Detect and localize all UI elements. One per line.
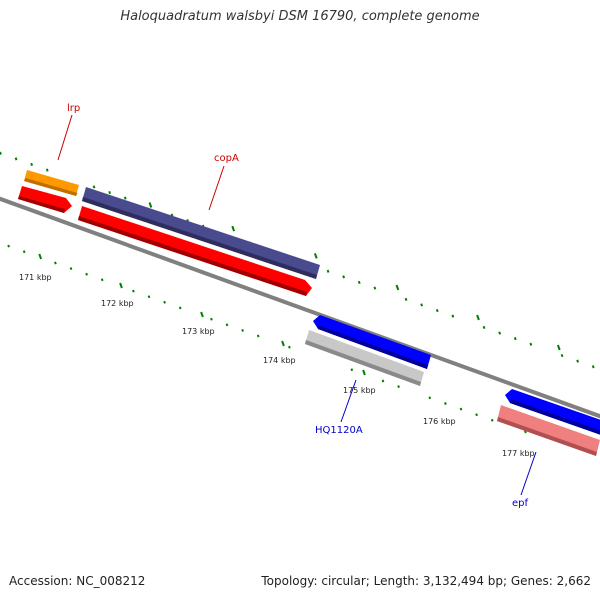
gene-label-epf[interactable]: epf — [512, 498, 529, 509]
scale-labels: 171 kbp 172 kbp 173 kbp 174 kbp 175 kbp … — [19, 273, 535, 458]
gene-label-copa[interactable]: copA — [214, 153, 239, 164]
gene-label-hq1120a[interactable]: HQ1120A — [315, 425, 363, 436]
lrp-gene-arrow[interactable] — [18, 186, 72, 213]
scale-label: 176 kbp — [423, 417, 456, 426]
purple-feature[interactable] — [82, 187, 320, 279]
genome-backbone — [0, 196, 600, 419]
copa-leader-line — [208, 165, 225, 211]
hq1120a-leader-line — [340, 379, 357, 423]
hq1120a-gene-arrow[interactable] — [313, 315, 431, 369]
accession-text: Accession: NC_008212 — [9, 574, 146, 588]
blue-gene-arrow[interactable] — [505, 389, 600, 436]
gray-feature[interactable] — [305, 330, 424, 386]
lrp-leader-line — [57, 114, 73, 161]
epf-leader-line — [520, 451, 537, 496]
gene-label-lrp[interactable]: lrp — [67, 103, 80, 114]
genome-summary-text: Topology: circular; Length: 3,132,494 bp… — [261, 574, 591, 588]
epf-gene-feature[interactable] — [497, 405, 600, 456]
scale-label: 171 kbp — [19, 273, 52, 282]
scale-label: 172 kbp — [101, 299, 134, 308]
scale-label: 175 kbp — [343, 386, 376, 395]
scale-label: 177 kbp — [502, 449, 535, 458]
copa-gene-arrow[interactable] — [78, 206, 312, 296]
scale-label: 174 kbp — [263, 356, 296, 365]
orange-feature[interactable] — [24, 170, 79, 196]
map-title: Haloquadratum walsbyi DSM 16790, complet… — [120, 9, 480, 24]
scale-label: 173 kbp — [182, 327, 215, 336]
